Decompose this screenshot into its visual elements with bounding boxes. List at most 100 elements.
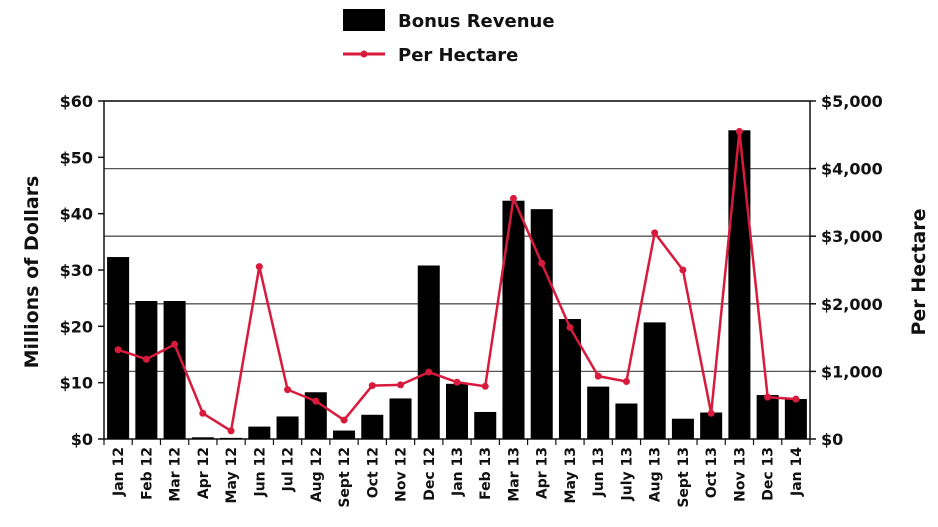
x-tick-label: Feb 12 [139,447,155,500]
x-axis: Jan 12 Feb 12 Mar 12 Apr 12 May 12 Jun 12 Jul … [103,439,811,508]
line-point [735,127,743,135]
bar [417,265,440,439]
line-point [509,194,517,202]
y-tick-label: $50 [60,148,93,167]
line-point [538,259,546,267]
y2-tick-label: $1,000 [821,362,883,381]
line-point [453,378,461,386]
y-tick-label: $40 [60,205,93,224]
y-tick-label: $20 [60,317,93,336]
line-point [171,340,179,348]
y2-axis-title: Per Hectare [908,208,930,335]
bar [361,414,384,439]
bar [389,398,412,439]
line-point [792,395,800,403]
x-tick-label: Jan 12 [111,447,127,497]
x-tick-label: Oct 13 [704,447,720,498]
bar [445,383,469,439]
line-point [312,397,320,405]
bar [474,411,497,439]
bar [530,209,553,439]
x-tick-label: Jun 12 [252,447,268,498]
line-point [284,386,292,394]
line-point [651,229,659,237]
x-tick-label: Nov 13 [732,447,748,502]
bar [220,437,243,439]
line-point [227,427,235,435]
y-axis-right: $0 $1,000 $2,000 $3,000 $4,000 $5,000 [810,92,883,449]
line-point [340,416,348,424]
bar [502,200,525,439]
line-point [764,393,772,401]
line-point [481,382,489,390]
x-tick-label: Dec 12 [422,447,438,501]
x-tick-label: Mar 13 [506,447,522,502]
line-point [397,381,405,389]
line-point [142,355,150,363]
bar [784,399,807,439]
line-point [622,378,630,386]
grid [104,100,810,373]
x-tick-label: Sept 12 [337,447,353,508]
bar [248,426,271,439]
bar [700,412,723,439]
x-tick-label: May 12 [224,447,240,503]
x-tick-label: Mar 12 [168,447,184,502]
y-axis-left: $0 $10 $20 $30 $40 $50 $60 [60,92,104,449]
bar [615,403,638,439]
legend-label-per-hectare: Per Hectare [398,45,518,66]
y-axis-title: Millions of Dollars [21,176,43,369]
x-tick-label: Oct 12 [365,447,381,498]
line-point [114,346,122,354]
x-tick-label: Apr 13 [535,447,551,499]
bar [671,418,694,439]
line-series [114,127,800,435]
x-tick-label: Jun 13 [591,447,607,498]
bar [163,300,186,439]
x-tick-label: Jan 14 [789,447,805,497]
y-tick-label: $30 [60,261,93,280]
x-tick-label: July 13 [619,447,635,501]
bar [333,430,356,439]
line-point [255,263,263,271]
bar [135,300,158,439]
y2-tick-label: $0 [821,430,843,449]
bar [587,386,610,439]
bar [728,130,751,439]
line-point [566,323,574,331]
y2-tick-label: $2,000 [821,295,883,314]
y2-tick-label: $4,000 [821,160,883,179]
x-tick-label: Aug 12 [309,447,325,502]
y-tick-label: $0 [71,430,93,449]
x-tick-label: Jan 13 [450,447,466,497]
legend-label-bonus-revenue: Bonus Revenue [398,11,555,32]
line-point [199,409,207,417]
y2-tick-label: $5,000 [821,92,883,111]
x-tick-label: Nov 12 [394,447,410,502]
line-point [594,372,602,380]
line-point [679,266,687,274]
x-tick-label: Sept 13 [676,447,692,508]
legend-swatch-bonus-revenue [343,9,385,31]
line-point [707,409,715,417]
bar [643,322,666,439]
line-point [368,382,376,390]
x-tick-label: Feb 13 [478,447,494,500]
line-point [425,368,433,376]
bar-series [107,130,807,439]
bar [191,437,214,439]
y-tick-label: $10 [60,374,93,393]
x-tick-label: Dec 13 [761,447,777,501]
x-tick-label: Jul 12 [281,447,297,492]
y2-tick-label: $3,000 [821,227,883,246]
bar [756,395,779,439]
legend: Bonus Revenue Per Hectare [343,9,555,66]
x-tick-label: Aug 13 [648,447,664,502]
x-tick-label: Apr 12 [196,447,212,499]
bar [558,319,581,439]
bar [276,416,299,439]
legend-swatch-per-hectare-marker [360,50,368,58]
x-tick-label: May 13 [563,447,579,503]
y-tick-label: $60 [60,92,93,111]
